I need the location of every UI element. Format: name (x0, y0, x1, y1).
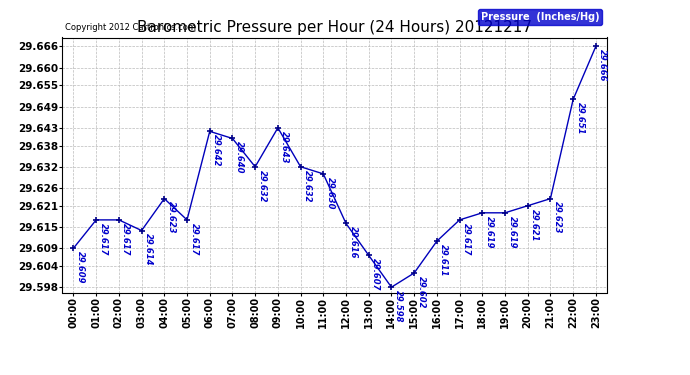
Text: 29.617: 29.617 (462, 223, 471, 255)
Text: 29.598: 29.598 (394, 290, 403, 322)
Text: 29.630: 29.630 (326, 177, 335, 209)
Text: 29.640: 29.640 (235, 141, 244, 174)
Text: 29.607: 29.607 (371, 258, 380, 291)
Text: 29.609: 29.609 (76, 251, 85, 284)
Text: 29.666: 29.666 (598, 49, 607, 82)
Text: 29.619: 29.619 (485, 216, 494, 248)
Text: Copyright 2012 Cartronics.com: Copyright 2012 Cartronics.com (65, 23, 196, 32)
Text: 29.643: 29.643 (280, 130, 289, 163)
Legend: Pressure  (Inches/Hg): Pressure (Inches/Hg) (478, 9, 602, 25)
Text: 29.651: 29.651 (575, 102, 584, 135)
Text: 29.632: 29.632 (303, 170, 312, 202)
Text: 29.619: 29.619 (507, 216, 516, 248)
Text: 29.642: 29.642 (213, 134, 221, 166)
Text: 29.621: 29.621 (530, 209, 539, 241)
Text: 29.617: 29.617 (190, 223, 199, 255)
Text: 29.617: 29.617 (121, 223, 130, 255)
Text: 29.623: 29.623 (553, 201, 562, 234)
Title: Barometric Pressure per Hour (24 Hours) 20121217: Barometric Pressure per Hour (24 Hours) … (137, 20, 532, 35)
Text: 29.602: 29.602 (417, 276, 426, 308)
Text: 29.617: 29.617 (99, 223, 108, 255)
Text: 29.623: 29.623 (167, 201, 176, 234)
Text: 29.611: 29.611 (440, 244, 449, 276)
Text: 29.632: 29.632 (257, 170, 266, 202)
Text: 29.616: 29.616 (348, 226, 357, 259)
Text: 29.614: 29.614 (144, 233, 153, 266)
